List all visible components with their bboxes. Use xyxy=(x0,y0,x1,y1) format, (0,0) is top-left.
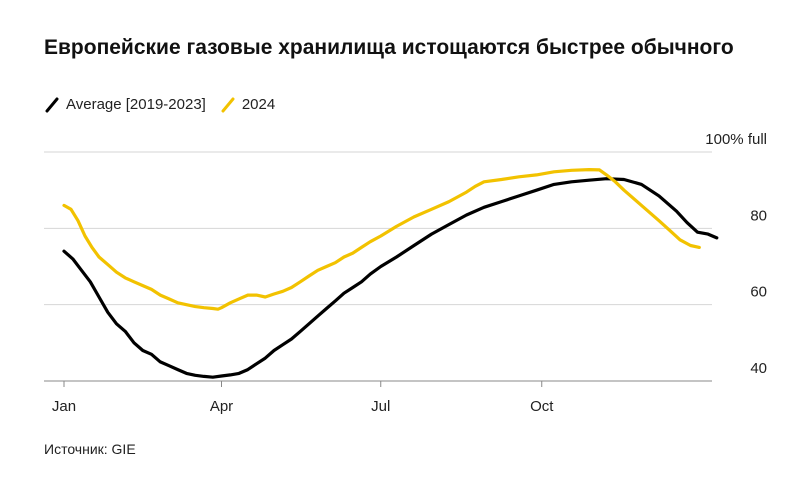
series-line-average xyxy=(62,177,719,379)
x-tick-label: Jan xyxy=(52,398,76,415)
chart-title: Европейские газовые хранилища истощаются… xyxy=(44,36,734,59)
legend-item-average: Average [2019-2023] xyxy=(44,96,206,113)
slash-swatch-icon xyxy=(45,97,59,112)
slash-swatch-icon xyxy=(221,97,235,112)
series-line-2024 xyxy=(62,168,701,311)
legend-label-2024: 2024 xyxy=(241,96,276,113)
y-tick-label: 100% full xyxy=(705,131,767,148)
legend-label-average: Average [2019-2023] xyxy=(66,96,206,113)
x-tick-label: Jul xyxy=(371,398,390,415)
source-note: Источник: GIE xyxy=(44,441,136,457)
legend: Average [2019-2023] 2024 xyxy=(44,96,289,113)
y-tick-label: 60 xyxy=(750,284,767,301)
legend-item-2024: 2024 xyxy=(220,96,275,113)
x-tick-label: Oct xyxy=(530,398,554,415)
y-tick-label: 40 xyxy=(750,360,767,377)
x-tick-label: Apr xyxy=(210,398,233,415)
y-tick-label: 80 xyxy=(750,207,767,224)
